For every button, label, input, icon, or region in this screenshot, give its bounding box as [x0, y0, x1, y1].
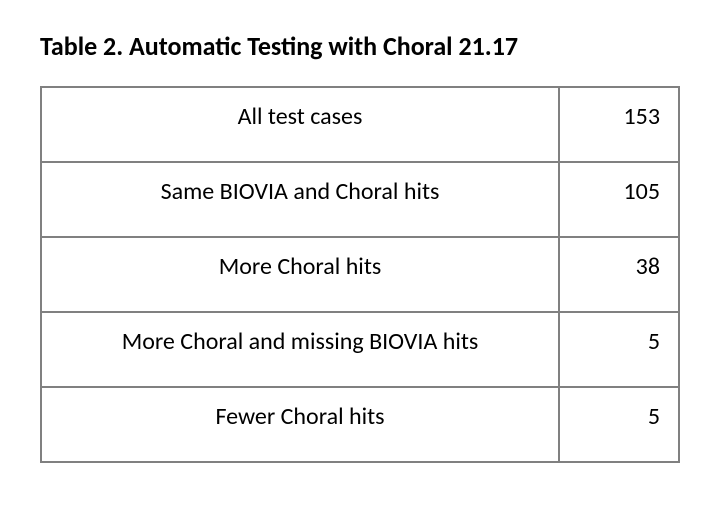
table-row: More Choral hits 38 [41, 237, 679, 312]
row-label: More Choral and missing BIOVIA hits [41, 312, 559, 387]
row-value: 5 [559, 387, 679, 462]
row-value: 105 [559, 162, 679, 237]
row-label: Fewer Choral hits [41, 387, 559, 462]
row-label: More Choral hits [41, 237, 559, 312]
table-row: More Choral and missing BIOVIA hits 5 [41, 312, 679, 387]
results-table: All test cases 153 Same BIOVIA and Chora… [40, 86, 680, 463]
row-label: All test cases [41, 87, 559, 162]
table-row: Same BIOVIA and Choral hits 105 [41, 162, 679, 237]
table-title: Table 2. Automatic Testing with Choral 2… [40, 30, 680, 62]
row-value: 38 [559, 237, 679, 312]
row-value: 5 [559, 312, 679, 387]
row-value: 153 [559, 87, 679, 162]
table-row: Fewer Choral hits 5 [41, 387, 679, 462]
table-row: All test cases 153 [41, 87, 679, 162]
row-label: Same BIOVIA and Choral hits [41, 162, 559, 237]
